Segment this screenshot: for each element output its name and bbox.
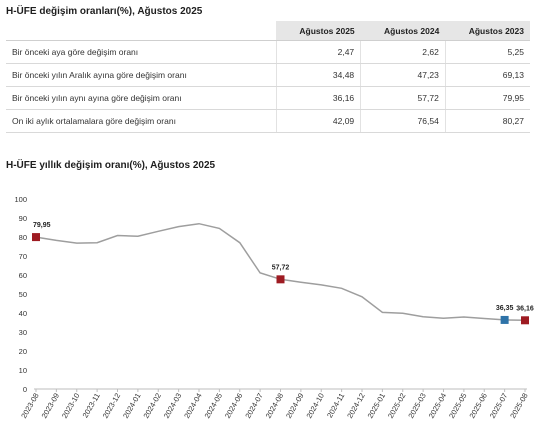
- header-aug-2023: Ağustos 2023: [445, 21, 530, 41]
- table-row: Bir önceki yılın Aralık ayına göre değiş…: [6, 63, 530, 87]
- x-tick-label: 2023-10: [60, 392, 82, 420]
- row-label: Bir önceki yılın aynı ayına göre değişim…: [6, 86, 276, 110]
- row-label: On iki aylık ortalamalara göre değişim o…: [6, 109, 276, 133]
- x-tick-label: 2025-04: [427, 392, 449, 420]
- y-tick-label: 60: [19, 271, 27, 280]
- header-blank-cell: [6, 21, 276, 41]
- data-point-marker: [500, 315, 509, 324]
- cell-value: 36,16: [275, 86, 361, 110]
- header-aug-2025: Ağustos 2025: [276, 21, 361, 41]
- data-label: 79,95: [33, 222, 51, 229]
- line-chart: 01020304050607080901002023-082023-092023…: [14, 195, 534, 420]
- x-tick-label: 2024-08: [264, 392, 286, 420]
- data-point-marker: [521, 316, 529, 325]
- x-tick-label: 2024-12: [345, 392, 367, 420]
- table-row: On iki aylık ortalamalara göre değişim o…: [6, 109, 530, 133]
- data-label: 57,72: [272, 264, 290, 271]
- x-tick-label: 2023-11: [81, 392, 102, 420]
- cell-value: 42,09: [275, 109, 361, 133]
- x-tick-label: 2024-01: [121, 392, 143, 420]
- cell-value: 2,62: [360, 40, 446, 64]
- x-tick-label: 2025-02: [386, 392, 408, 420]
- chart-title: H-ÜFE yıllık değişim oranı(%), Ağustos 2…: [6, 160, 216, 171]
- series-line: [35, 222, 526, 322]
- y-tick-label: 90: [19, 214, 27, 223]
- cell-value: 57,72: [360, 86, 446, 110]
- table-row: Bir önceki yılın aynı ayına göre değişim…: [6, 86, 530, 110]
- x-tick-label: 2025-01: [366, 392, 388, 420]
- x-tick-label: 2025-06: [467, 392, 489, 420]
- y-tick-label: 0: [23, 385, 27, 394]
- cell-value: 69,13: [444, 63, 530, 87]
- x-tick-label: 2024-06: [223, 392, 245, 420]
- x-tick-label: 2024-03: [162, 392, 184, 420]
- x-tick-label: 2025-07: [488, 392, 510, 420]
- row-label: Bir önceki aya göre değişim oranı: [6, 40, 276, 64]
- x-tick-label: 2024-05: [203, 392, 225, 420]
- x-tick-label: 2024-09: [284, 392, 306, 420]
- x-tick-label: 2025-05: [447, 392, 469, 420]
- rates-table: Ağustos 2025 Ağustos 2024 Ağustos 2023 B…: [6, 21, 530, 133]
- x-tick-label: 2023-09: [40, 392, 62, 420]
- cell-value: 79,95: [444, 86, 530, 110]
- cell-value: 47,23: [360, 63, 446, 87]
- cell-value: 76,54: [360, 109, 446, 133]
- data-label: 36,16: [516, 305, 534, 312]
- y-tick-label: 70: [19, 252, 27, 261]
- data-point-marker: [32, 233, 40, 242]
- x-tick-label: 2023-12: [101, 392, 123, 420]
- x-tick-label: 2023-08: [19, 392, 41, 420]
- x-tick-label: 2025-08: [508, 392, 530, 420]
- row-label: Bir önceki yılın Aralık ayına göre değiş…: [6, 63, 276, 87]
- y-tick-label: 30: [19, 328, 27, 337]
- y-tick-label: 10: [19, 366, 27, 375]
- x-tick-label: 2024-04: [182, 392, 204, 420]
- x-tick-label: 2024-07: [243, 392, 265, 420]
- cell-value: 2,47: [275, 40, 361, 64]
- table-header-row: Ağustos 2025 Ağustos 2024 Ağustos 2023: [6, 21, 530, 41]
- y-tick-label: 100: [14, 195, 27, 204]
- data-point-marker: [276, 275, 285, 284]
- table-title: H-ÜFE değişim oranları(%), Ağustos 2025: [6, 6, 203, 17]
- cell-value: 5,25: [444, 40, 530, 64]
- x-tick-label: 2025-03: [406, 392, 428, 420]
- data-label: 36,35: [496, 305, 514, 312]
- cell-value: 80,27: [444, 109, 530, 133]
- table-row: Bir önceki aya göre değişim oranı 2,47 2…: [6, 40, 530, 64]
- x-tick-label: 2024-02: [141, 392, 163, 420]
- x-tick-label: 2024-11: [325, 392, 346, 420]
- y-tick-label: 50: [19, 290, 27, 299]
- header-aug-2024: Ağustos 2024: [360, 21, 446, 41]
- y-tick-label: 20: [19, 347, 27, 356]
- y-tick-label: 80: [19, 233, 27, 242]
- y-tick-label: 40: [19, 309, 27, 318]
- x-tick-label: 2024-10: [304, 392, 326, 420]
- cell-value: 34,48: [275, 63, 361, 87]
